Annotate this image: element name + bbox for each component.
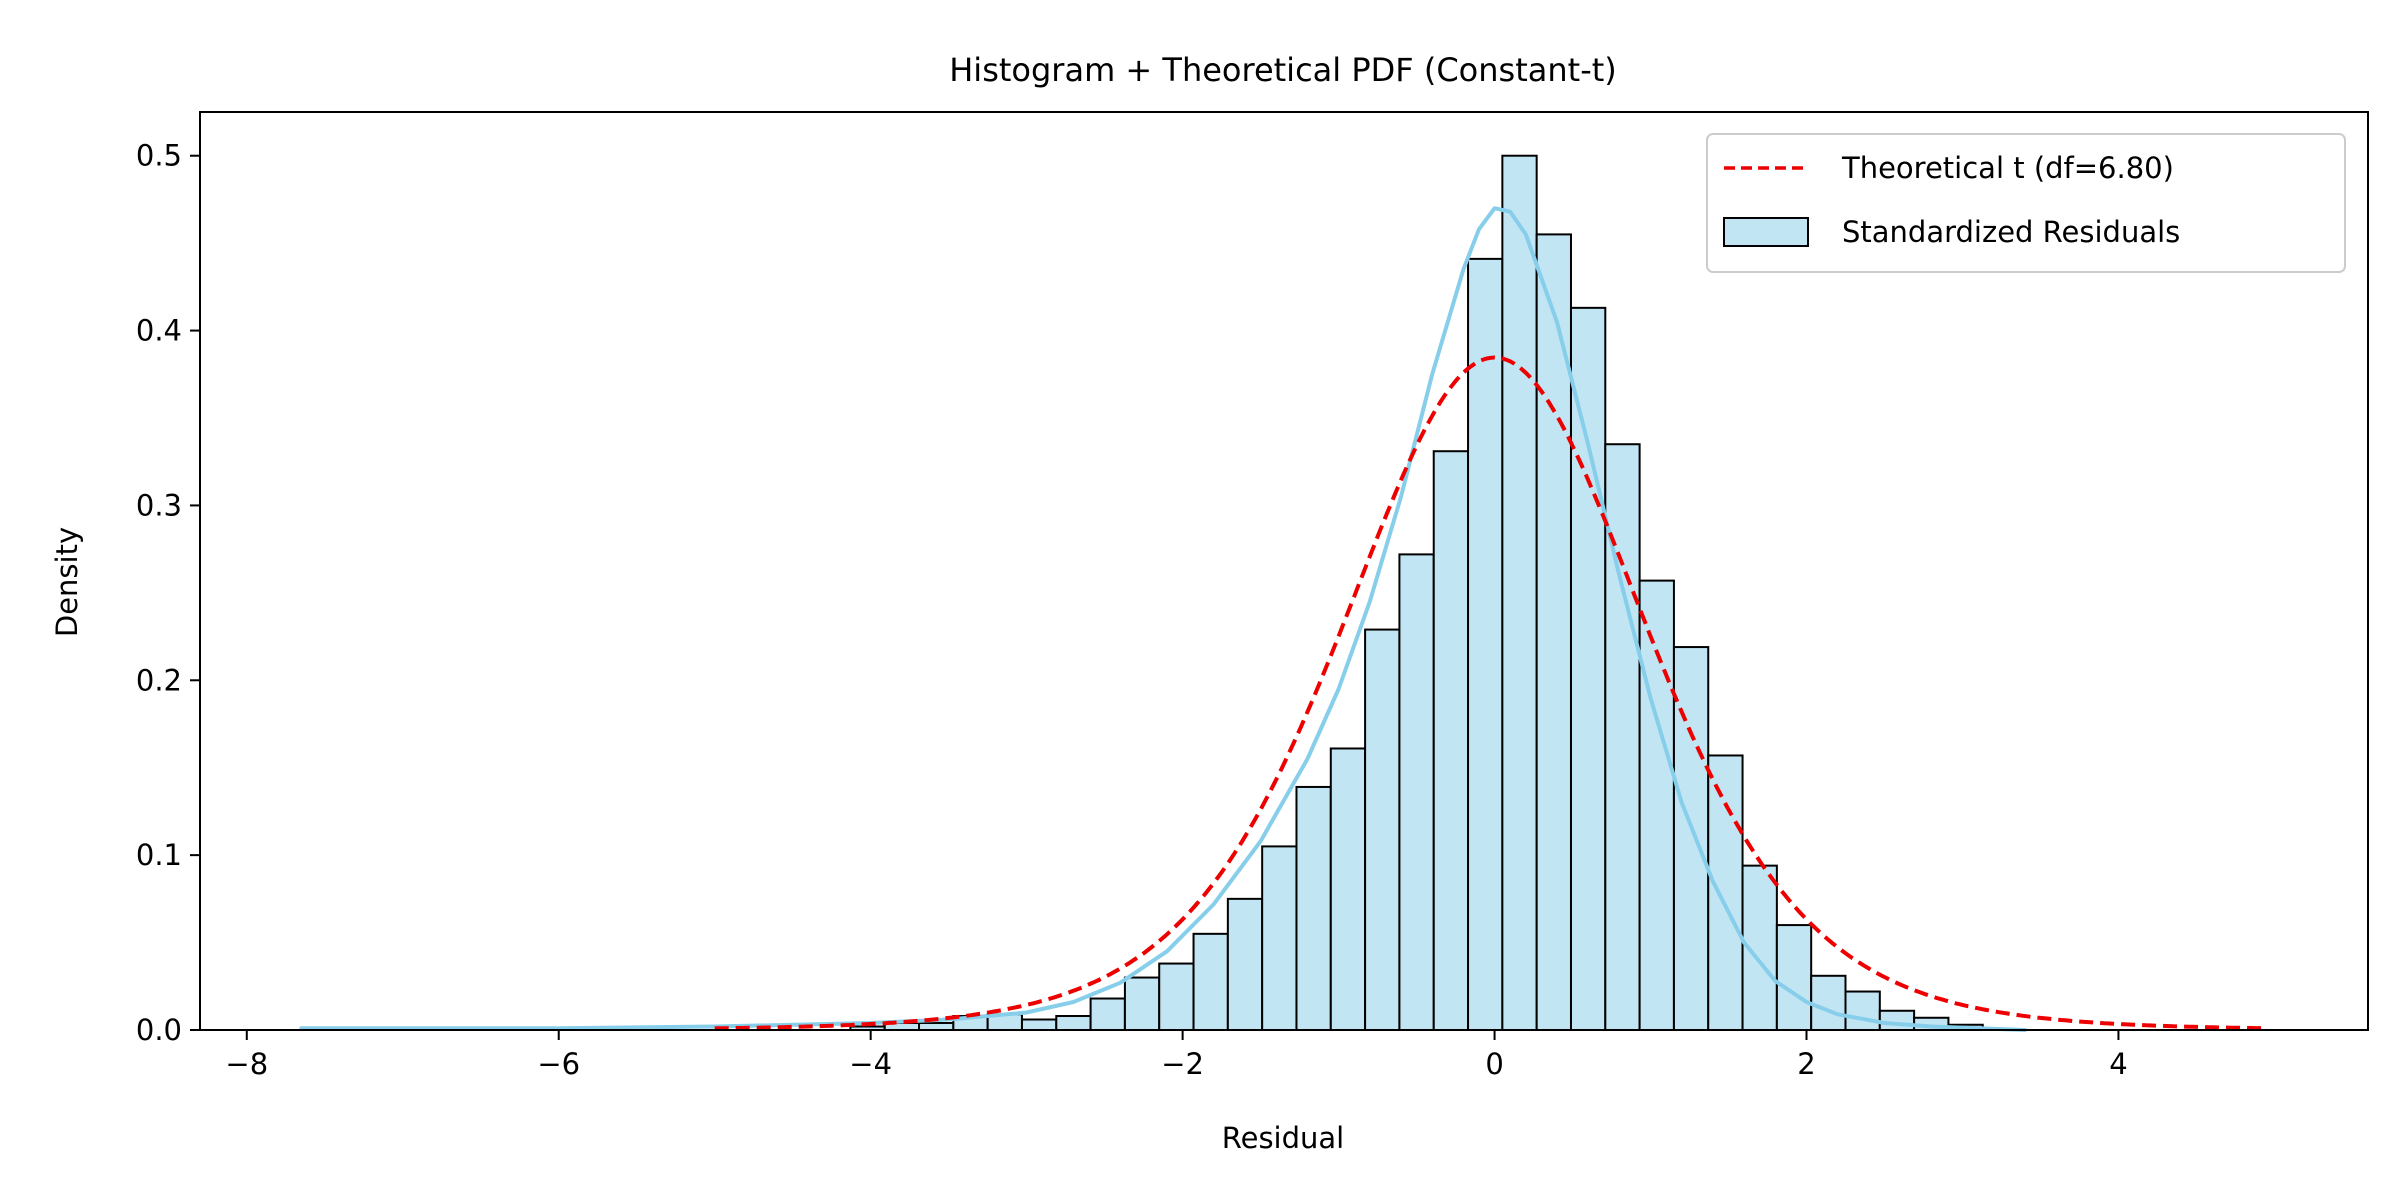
x-tick-label: −8 (225, 1047, 268, 1081)
y-tick-label: 0.5 (136, 139, 182, 173)
histogram-bar (1089, 997, 1126, 1031)
legend-box (1706, 133, 2346, 273)
x-tick-label: 0 (1485, 1047, 1503, 1081)
histogram-bar (1467, 257, 1504, 1031)
plot-frame (199, 111, 2369, 1031)
histogram-bar (918, 1022, 955, 1032)
legend: Theoretical t (df=6.80) Standardized Res… (1706, 133, 2346, 273)
y-tick-label: 0.1 (136, 838, 182, 872)
x-axis: −8 −6 −4 −2 0 2 4 (225, 1030, 2128, 1081)
histogram-bar (1123, 976, 1161, 1031)
x-axis-label: Residual (1222, 1121, 1344, 1155)
histogram-bar (1398, 553, 1435, 1031)
histogram-bar (1364, 628, 1401, 1031)
histogram-bar (1295, 785, 1332, 1031)
theoretical-t-curve (714, 355, 2267, 1031)
histogram-bar (1158, 962, 1195, 1031)
histogram-bar (1775, 924, 1813, 1031)
x-tick-label: 4 (2109, 1047, 2127, 1081)
histogram-bar (1020, 1018, 1058, 1031)
kde-curve (299, 206, 2027, 1032)
histogram-bar (1055, 1015, 1092, 1031)
histogram-bar (1226, 897, 1264, 1031)
chart-title: Histogram + Theoretical PDF (Constant-t) (949, 51, 1617, 89)
histogram-bar (1329, 747, 1367, 1031)
legend-label-residuals: Standardized Residuals (1842, 215, 2180, 249)
histogram-bar (1192, 932, 1229, 1031)
histogram-bar (1878, 1009, 1916, 1031)
x-tick-label: −2 (1161, 1047, 1204, 1081)
histogram-bar (1810, 974, 1847, 1032)
y-tick-label: 0.2 (136, 663, 182, 697)
x-tick-label: −4 (849, 1047, 892, 1081)
legend-patch-residuals (1723, 217, 1809, 247)
y-tick-label: 0.0 (136, 1013, 182, 1047)
histogram-bar (1569, 306, 1607, 1031)
histogram-bar (1501, 154, 1538, 1031)
histogram-bar (1707, 754, 1744, 1032)
curves (299, 206, 2267, 1032)
histogram-bar (1844, 990, 1881, 1032)
y-tick-label: 0.3 (136, 488, 182, 522)
histogram-bar (1672, 646, 1710, 1031)
histogram-bar (1638, 579, 1675, 1031)
histogram-bar (1261, 845, 1298, 1032)
legend-label-theoretical-t: Theoretical t (df=6.80) (1841, 151, 2174, 185)
y-axis-label: Density (50, 527, 84, 637)
y-tick-label: 0.4 (136, 314, 182, 348)
histogram-bar (1535, 233, 1572, 1031)
x-tick-label: 2 (1797, 1047, 1815, 1081)
y-axis: 0.0 0.1 0.2 0.3 0.4 0.5 (136, 139, 200, 1047)
histogram-bar (1432, 450, 1470, 1032)
x-tick-label: −6 (537, 1047, 580, 1081)
